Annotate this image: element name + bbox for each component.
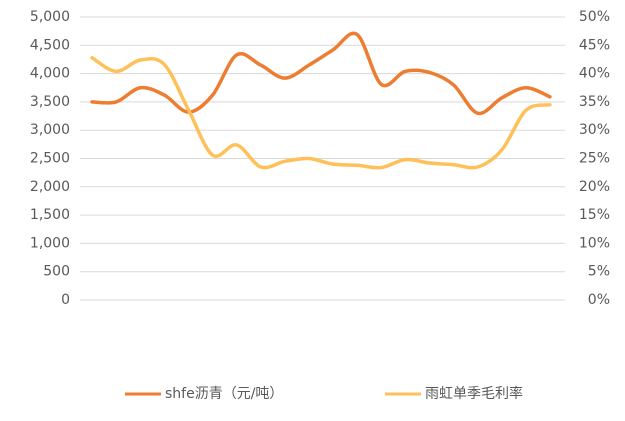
y2-tick-label: 50%: [579, 9, 610, 25]
y-tick-label: 500: [43, 264, 70, 280]
y-tick-label: 1,500: [30, 207, 70, 223]
y2-tick-label: 40%: [579, 66, 610, 82]
y2-tick-label: 45%: [579, 37, 610, 53]
y-tick-label: 3,500: [30, 94, 70, 110]
legend: shfe沥青（元/吨） 雨虹单季毛利率: [125, 385, 523, 402]
y-tick-label: 1,000: [30, 235, 70, 251]
y2-tick-label: 20%: [579, 179, 610, 195]
y-tick-label: 3,000: [30, 122, 70, 138]
series-line: [90, 56, 552, 170]
y-tick-label: 4,000: [30, 66, 70, 82]
y-tick-label: 5,000: [30, 9, 70, 25]
y-tick-label: 2,000: [30, 179, 70, 195]
legend-label: shfe沥青（元/吨）: [165, 386, 283, 402]
y-tick-label: 4,500: [30, 37, 70, 53]
y2-tick-label: 25%: [579, 151, 610, 167]
y-tick-label: 0: [61, 292, 70, 308]
legend-label: 雨虹单季毛利率: [425, 385, 523, 402]
y2-tick-label: 10%: [579, 235, 610, 251]
y2-tick-label: 5%: [588, 264, 610, 280]
y2-tick-label: 35%: [579, 94, 610, 110]
y2-tick-label: 30%: [579, 122, 610, 138]
series-line: [90, 31, 552, 116]
y-tick-label: 2,500: [30, 151, 70, 167]
y2-tick-label: 0%: [588, 292, 610, 308]
y2-tick-label: 15%: [579, 207, 610, 223]
